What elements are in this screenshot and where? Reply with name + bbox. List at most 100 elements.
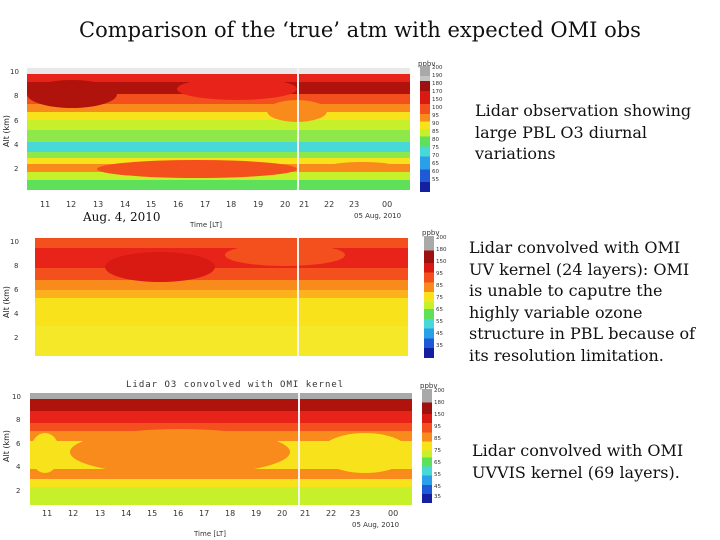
colorbar-tick: 180 [436, 247, 447, 253]
colorbar-tick: 75 [434, 448, 441, 454]
y-tick-2: 2 [14, 334, 19, 342]
x-tick: 19 [253, 200, 264, 209]
x-tick: 18 [226, 200, 237, 209]
colorbar-tick: 75 [432, 145, 439, 151]
y-tick-10: 10 [10, 238, 19, 246]
x-tick: 18 [225, 509, 236, 518]
colorbar-tick: 60 [432, 169, 439, 175]
colorbar-tick: 200 [432, 65, 443, 71]
colorbar-tick: 180 [434, 400, 445, 406]
x-tick: 13 [95, 509, 106, 518]
colorbar-tick: 55 [436, 319, 443, 325]
y-tick-2: 2 [14, 165, 19, 173]
y-tick-8: 8 [16, 416, 21, 424]
x-tick: 14 [120, 200, 131, 209]
y-tick-8: 8 [14, 92, 19, 100]
x-tick: 23 [349, 200, 360, 209]
x-tick: 16 [173, 200, 184, 209]
x-tick: 11 [40, 200, 51, 209]
colorbar-tick: 85 [432, 129, 439, 135]
y-tick-4: 4 [14, 310, 19, 318]
x-tick: 20 [277, 509, 288, 518]
panel3-title: Lidar O3 convolved with OMI kernel [126, 380, 345, 390]
y-axis-label: Alt (km) [2, 285, 11, 318]
x-tick: 17 [199, 509, 210, 518]
date-label: Aug. 4, 2010 [80, 210, 164, 224]
x-tick: 16 [173, 509, 184, 518]
y-tick-8: 8 [14, 262, 19, 270]
caption-panel2: Lidar convolved with OMI UV kernel (24 l… [469, 238, 696, 365]
colorbar-unit: ppbv [420, 382, 438, 390]
x-axis-end-label: 05 Aug, 2010 [352, 521, 400, 529]
x-tick: 22 [324, 200, 335, 209]
colorbar-3 [422, 389, 432, 503]
colorbar-tick: 95 [436, 271, 443, 277]
colorbar-tick: 180 [432, 81, 443, 87]
colorbar-tick: 55 [432, 177, 439, 183]
lidar-observation-plot [27, 68, 410, 190]
y-tick-6: 6 [14, 286, 19, 294]
y-axis-label: Alt (km) [2, 114, 11, 147]
colorbar-1 [420, 66, 430, 192]
colorbar-tick: 200 [436, 235, 447, 241]
y-tick-10: 10 [10, 68, 19, 76]
x-axis-label: Time [LT] [194, 530, 227, 538]
x-tick: 15 [147, 509, 158, 518]
colorbar-2 [424, 236, 434, 358]
caption-panel1: Lidar observation showing large PBL O3 d… [475, 101, 692, 163]
y-tick-4: 4 [16, 463, 21, 471]
x-tick: 00 [388, 509, 399, 518]
x-tick: 17 [200, 200, 211, 209]
colorbar-tick: 45 [436, 331, 443, 337]
colorbar-tick: 190 [432, 73, 443, 79]
colorbar-tick: 90 [432, 121, 439, 127]
colorbar-tick: 65 [432, 161, 439, 167]
x-tick: 19 [251, 509, 262, 518]
y-tick-4: 4 [14, 141, 19, 149]
colorbar-unit: ppbv [422, 229, 440, 237]
colorbar-tick: 35 [434, 494, 441, 500]
colorbar-unit: ppbv [418, 60, 436, 68]
colorbar-tick: 95 [434, 424, 441, 430]
colorbar-tick: 150 [432, 97, 443, 103]
x-axis-label: Time [LT] [190, 221, 223, 229]
x-tick: 11 [42, 509, 53, 518]
colorbar-tick: 75 [436, 295, 443, 301]
colorbar-tick: 65 [434, 460, 441, 466]
omi-uv-kernel-plot [35, 238, 408, 356]
colorbar-tick: 70 [432, 153, 439, 159]
colorbar-tick: 95 [432, 113, 439, 119]
colorbar-tick: 200 [434, 388, 445, 394]
x-tick: 20 [280, 200, 291, 209]
lidar-observation-panel: Alt (km) 10 8 6 4 2 11 12 13 14 15 16 17… [0, 0, 460, 230]
colorbar-tick: 80 [432, 137, 439, 143]
y-tick-6: 6 [14, 117, 19, 125]
colorbar-tick: 150 [434, 412, 445, 418]
omi-uvvis-kernel-plot [30, 393, 412, 505]
colorbar-tick: 100 [432, 105, 443, 111]
colorbar-tick: 85 [436, 283, 443, 289]
colorbar-tick: 35 [436, 343, 443, 349]
x-tick: 14 [121, 509, 132, 518]
x-tick: 00 [382, 200, 393, 209]
caption-panel3: Lidar convolved with OMI UVVIS kernel (6… [472, 441, 684, 482]
y-tick-6: 6 [16, 440, 21, 448]
x-axis-end-label: 05 Aug, 2010 [354, 212, 402, 220]
x-tick: 13 [93, 200, 104, 209]
slide-title: Comparison of the ‘true’ atm with expect… [79, 18, 641, 42]
colorbar-tick: 45 [434, 484, 441, 490]
y-tick-10: 10 [12, 393, 21, 401]
colorbar-tick: 55 [434, 472, 441, 478]
colorbar-tick: 85 [434, 436, 441, 442]
colorbar-tick: 150 [436, 259, 447, 265]
colorbar-tick: 170 [432, 89, 443, 95]
x-tick: 21 [299, 200, 310, 209]
x-tick: 22 [326, 509, 337, 518]
x-tick: 23 [350, 509, 361, 518]
x-tick: 21 [300, 509, 311, 518]
x-tick: 15 [146, 200, 157, 209]
colorbar-tick: 65 [436, 307, 443, 313]
x-tick: 12 [66, 200, 77, 209]
y-tick-2: 2 [16, 487, 21, 495]
y-axis-label: Alt (km) [2, 429, 11, 462]
